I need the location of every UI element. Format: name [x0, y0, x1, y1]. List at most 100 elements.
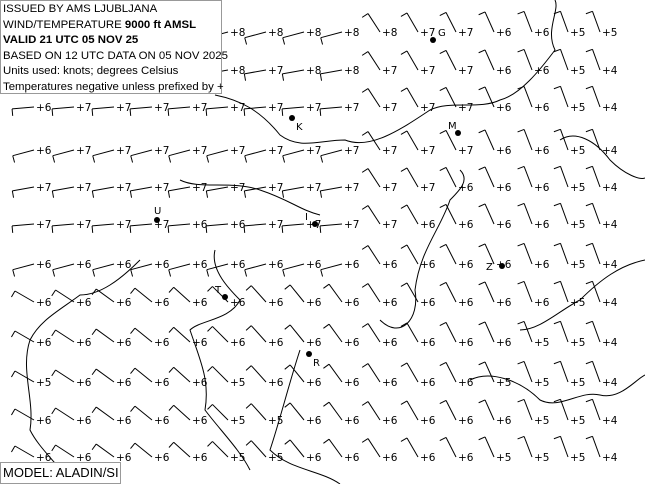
barb-staff	[445, 50, 457, 71]
wind-barb-station: +6	[245, 325, 284, 349]
barb-flag	[439, 166, 447, 172]
barb-flag	[284, 364, 291, 370]
barb-flag	[168, 366, 175, 373]
wind-barb-station: +5	[517, 398, 549, 427]
barb-flag	[130, 405, 136, 412]
barb-flag	[478, 86, 486, 91]
wind-barb-station: +7	[361, 205, 397, 231]
based-on: BASED ON 12 UTC DATA ON 05 NOV 2025	[3, 49, 228, 62]
wind-barb-station: +6	[282, 259, 322, 277]
wind-barb-station: +7	[11, 182, 51, 198]
barb-staff	[130, 186, 153, 192]
barb-staff	[592, 166, 601, 188]
barb-flag	[245, 285, 252, 291]
barb-flag	[323, 363, 330, 369]
barb-flag	[553, 280, 561, 285]
wind-barb-station: +7	[243, 65, 283, 81]
barb-flag	[585, 242, 593, 247]
wind-barb-station: +4	[585, 280, 618, 309]
wind-barb-station: +6	[517, 202, 550, 231]
temperature-label: +6	[36, 415, 52, 427]
barb-staff	[52, 149, 75, 157]
barb-flag	[284, 324, 291, 330]
wind-barb-station: +6	[361, 283, 398, 309]
wind-barb-station: +7	[52, 145, 91, 163]
temperature-label: +6	[344, 377, 360, 389]
barb-flag	[92, 155, 96, 163]
barb-flag	[319, 225, 322, 233]
barb-staff	[130, 263, 153, 271]
temperature-label: +8	[344, 65, 359, 77]
barb-staff	[445, 204, 457, 225]
barb-staff	[328, 283, 343, 303]
barb-staff	[406, 244, 419, 265]
barb-staff	[250, 403, 267, 421]
barb-flag	[167, 108, 170, 116]
temperature-label: +7	[192, 102, 207, 114]
wind-barb-station: +7	[281, 182, 321, 198]
station-marker: G	[430, 28, 446, 43]
barb-flag	[319, 73, 323, 81]
barb-staff	[560, 436, 569, 458]
temperature-label: +5	[570, 259, 585, 271]
temperature-label: +6	[420, 452, 436, 464]
temperature-label: +7	[154, 145, 169, 157]
barb-flag	[361, 131, 369, 136]
wind-barb-station: +6	[478, 243, 512, 271]
wind-barb-station: +7	[361, 168, 397, 194]
barb-staff	[406, 130, 419, 151]
barb-flag	[207, 404, 213, 410]
wind-barb-station: +6	[168, 441, 208, 464]
barb-staff	[212, 404, 229, 421]
temperature-label: +7	[230, 102, 245, 114]
barb-staff	[134, 327, 153, 343]
barb-flag	[51, 407, 56, 415]
barb-staff	[328, 401, 343, 421]
station-dot	[289, 115, 295, 121]
wind-barb-station: +7	[129, 219, 169, 233]
barb-staff	[367, 283, 381, 303]
temperature-label: +7	[344, 145, 359, 157]
temperature-label: +5	[268, 415, 283, 427]
wind-barb-station: +7	[361, 51, 397, 77]
wind-barb-station: +6	[91, 288, 132, 309]
barb-staff	[592, 436, 601, 458]
wind-barb-station: +6	[284, 364, 322, 389]
barb-staff	[445, 87, 457, 108]
barb-staff	[282, 186, 305, 192]
barb-staff	[173, 366, 191, 383]
wind-barb-station: +7	[129, 102, 169, 116]
temperature-label: +5	[534, 337, 549, 349]
barb-staff	[592, 49, 601, 71]
barb-flag	[243, 73, 247, 81]
wind-barb-station: +6	[11, 102, 52, 116]
barb-staff	[14, 370, 35, 383]
wind-barb-station: +7	[243, 102, 283, 116]
barb-staff	[173, 404, 191, 421]
barb-flag	[361, 323, 369, 328]
barb-staff	[289, 439, 305, 458]
temperature-label: +6	[154, 415, 170, 427]
barb-flag	[245, 403, 252, 409]
temperature-label: +6	[36, 297, 52, 309]
temperature-label: +7	[36, 219, 51, 231]
wind-barb-station: +6	[168, 326, 208, 349]
temperature-label: +5	[570, 297, 585, 309]
barb-staff	[55, 369, 75, 383]
temperature-label: +5	[570, 182, 585, 194]
map-header-box: ISSUED BY AMS LJUBLJANA WIND/TEMPERATURE…	[0, 0, 228, 94]
barb-staff	[523, 129, 533, 151]
barb-flag	[245, 440, 252, 446]
temperature-label: +5	[570, 27, 585, 39]
barb-staff	[406, 400, 419, 421]
barb-staff	[212, 326, 229, 343]
barb-flag	[51, 225, 54, 233]
barb-flag	[319, 108, 322, 116]
temperature-label: +6	[496, 65, 512, 77]
wind-barb-station: +6	[517, 85, 550, 114]
barb-flag	[91, 328, 97, 336]
temperature-label: +6	[420, 219, 436, 231]
barb-staff	[523, 436, 533, 458]
barb-flag	[205, 108, 208, 116]
barb-flag	[207, 286, 213, 292]
